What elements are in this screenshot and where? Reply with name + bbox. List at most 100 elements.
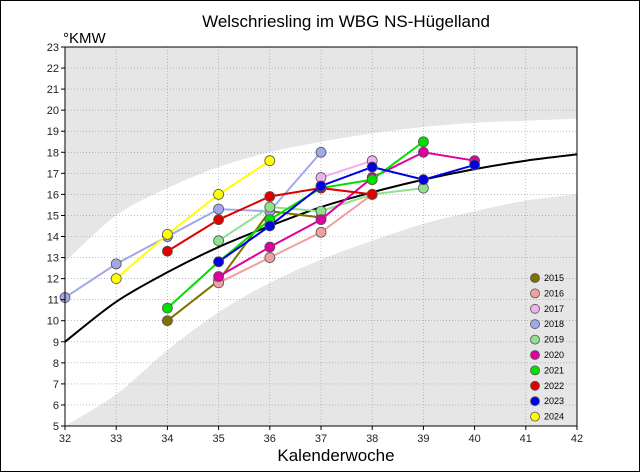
y-tick-label: 15 [47, 210, 59, 222]
y-tick-label: 14 [47, 232, 59, 244]
y-tick-label: 18 [47, 147, 59, 159]
legend-label-2018: 2018 [544, 319, 564, 329]
y-tick-label: 22 [47, 63, 59, 75]
legend-marker-2024 [530, 411, 540, 422]
data-point-2015 [161, 315, 173, 327]
data-point-2023 [417, 174, 429, 186]
y-tick-label: 16 [47, 189, 59, 201]
data-point-2016 [315, 226, 327, 238]
x-tick-label: 33 [110, 433, 122, 445]
x-tick-label: 38 [366, 433, 378, 445]
y-tick-label: 23 [47, 42, 59, 54]
y-tick-label: 6 [53, 400, 59, 412]
legend-marker-2020 [530, 350, 540, 360]
legend-marker-2018 [530, 319, 540, 330]
data-point-2024 [264, 155, 276, 167]
y-axis-label: °KMW [63, 30, 106, 47]
chart-legend: 2015 2016 2017 2018 2019 2020 2021 2022 2023 2024 [530, 273, 564, 422]
x-tick-label: 39 [417, 433, 429, 445]
legend-marker-2021 [530, 365, 540, 376]
data-point-2023 [213, 256, 225, 268]
y-tick-label: 5 [53, 421, 59, 433]
data-point-2018 [315, 146, 327, 158]
series-line-2023 [218, 163, 475, 263]
y-tick-label: 9 [53, 337, 59, 349]
series-2024 [110, 155, 276, 285]
data-point-2023 [469, 159, 481, 171]
y-tick-label: 17 [47, 168, 59, 180]
x-axis-label: Kalenderwoche [277, 446, 394, 465]
data-point-2020 [417, 146, 429, 158]
series-line-2021 [166, 140, 424, 309]
series-line-2024 [115, 159, 271, 280]
legend-label-2024: 2024 [544, 412, 564, 422]
series-2022 [161, 182, 378, 257]
x-tick-label: 35 [212, 433, 224, 445]
x-tick-label: 40 [468, 433, 480, 445]
y-tick-label: 21 [47, 84, 59, 96]
data-point-2018 [110, 258, 122, 270]
data-point-2023 [366, 161, 378, 173]
legend-marker-2019 [530, 334, 540, 345]
data-point-2020 [213, 271, 225, 282]
x-tick-label: 41 [520, 433, 532, 445]
white-band [65, 118, 577, 426]
data-point-2022 [264, 191, 276, 202]
data-point-2024 [161, 228, 173, 240]
data-point-2019 [213, 235, 225, 247]
data-point-2024 [110, 273, 122, 285]
series-line-2018 [64, 151, 322, 299]
data-point-2022 [366, 188, 378, 200]
legend-label-2022: 2022 [544, 381, 564, 391]
legend-marker-2023 [530, 396, 540, 407]
data-point-2021 [417, 136, 429, 148]
data-point-2023 [315, 180, 327, 192]
y-tick-label: 20 [47, 105, 59, 117]
legend-marker-2015 [530, 273, 540, 283]
legend-label-2015: 2015 [544, 273, 564, 283]
data-point-2021 [366, 174, 378, 186]
legend-label-2020: 2020 [544, 350, 564, 360]
y-tick-label: 19 [47, 126, 59, 138]
data-point-2020 [264, 241, 276, 253]
legend-marker-2022 [530, 380, 540, 391]
series-2020 [213, 146, 481, 282]
legend-marker-2017 [530, 303, 540, 314]
legend-label-2019: 2019 [544, 335, 564, 345]
data-point-2019 [264, 201, 276, 213]
y-tick-label: 12 [47, 274, 59, 286]
chart-series-layer [59, 136, 481, 327]
x-tick-label: 34 [161, 433, 173, 445]
x-tick-label: 42 [571, 433, 583, 445]
series-2023 [213, 159, 481, 268]
y-tick-label: 11 [48, 295, 59, 307]
legend-label-2017: 2017 [544, 304, 564, 314]
data-point-2018 [213, 203, 225, 215]
legend-label-2021: 2021 [544, 365, 564, 375]
legend-label-2016: 2016 [544, 288, 564, 298]
y-tick-label: 8 [53, 358, 59, 370]
x-tick-label: 37 [315, 433, 327, 445]
y-tick-label: 7 [53, 379, 59, 391]
x-tick-label: 32 [59, 433, 71, 445]
series-line-2020 [218, 151, 475, 278]
data-point-2022 [161, 245, 173, 257]
data-point-2024 [213, 188, 225, 200]
x-tick-label: 36 [264, 433, 276, 445]
legend-marker-2016 [530, 288, 540, 299]
data-point-2021 [161, 302, 173, 314]
y-tick-label: 10 [47, 316, 59, 328]
chart-title: Welschriesling im WBG NS-Hügelland [202, 12, 490, 31]
series-line-2015 [166, 210, 322, 322]
series-line-2016 [218, 193, 373, 284]
y-tick-label: 13 [47, 253, 59, 265]
data-point-2023 [264, 220, 276, 232]
data-point-2016 [264, 252, 276, 263]
data-point-2020 [315, 214, 327, 226]
data-point-2022 [213, 214, 225, 226]
series-line-2017 [320, 159, 373, 179]
legend-label-2023: 2023 [544, 396, 564, 406]
